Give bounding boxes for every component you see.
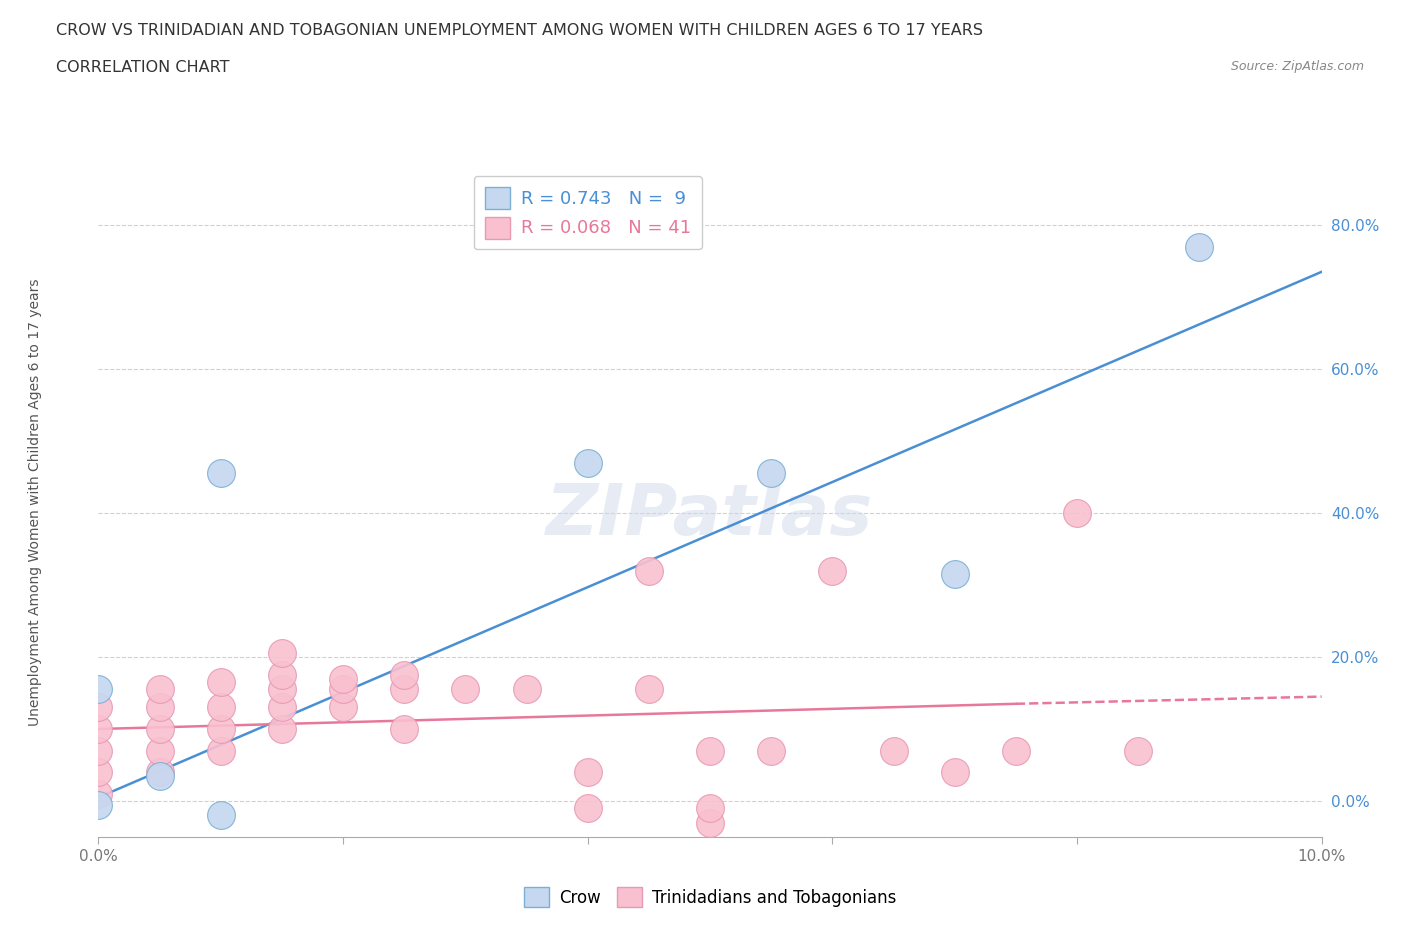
Point <box>392 682 416 697</box>
Point <box>1128 743 1150 758</box>
Point <box>270 722 292 737</box>
Point <box>637 682 661 697</box>
Text: CROW VS TRINIDADIAN AND TOBAGONIAN UNEMPLOYMENT AMONG WOMEN WITH CHILDREN AGES 6: CROW VS TRINIDADIAN AND TOBAGONIAN UNEMP… <box>56 23 983 38</box>
Point <box>759 743 782 758</box>
Point <box>576 764 599 779</box>
Point <box>637 564 661 578</box>
Point <box>87 764 110 779</box>
Point <box>943 566 966 581</box>
Point <box>699 743 721 758</box>
Point <box>821 564 844 578</box>
Point <box>576 455 599 470</box>
Point <box>87 797 110 812</box>
Text: ZIPatlas: ZIPatlas <box>547 481 873 550</box>
Point <box>149 764 172 779</box>
Point <box>576 801 599 816</box>
Point <box>87 743 110 758</box>
Text: Unemployment Among Women with Children Ages 6 to 17 years: Unemployment Among Women with Children A… <box>28 278 42 726</box>
Text: CORRELATION CHART: CORRELATION CHART <box>56 60 229 75</box>
Point <box>1188 239 1211 254</box>
Point <box>392 722 416 737</box>
Text: Source: ZipAtlas.com: Source: ZipAtlas.com <box>1230 60 1364 73</box>
Point <box>87 722 110 737</box>
Point <box>149 768 172 783</box>
Point <box>149 722 172 737</box>
Point <box>270 668 292 683</box>
Point <box>883 743 905 758</box>
Point <box>454 682 477 697</box>
Point <box>270 700 292 715</box>
Point <box>332 682 354 697</box>
Point <box>1004 743 1026 758</box>
Point <box>332 700 354 715</box>
Point <box>759 466 782 481</box>
Point <box>270 682 292 697</box>
Point <box>149 700 172 715</box>
Point <box>516 682 538 697</box>
Point <box>87 682 110 697</box>
Point <box>1066 506 1088 521</box>
Point <box>392 668 416 683</box>
Point <box>209 466 232 481</box>
Point <box>209 722 232 737</box>
Point <box>209 808 232 823</box>
Point <box>149 743 172 758</box>
Legend: Crow, Trinidadians and Tobagonians: Crow, Trinidadians and Tobagonians <box>516 879 904 916</box>
Point <box>332 671 354 686</box>
Point <box>943 764 966 779</box>
Point <box>209 675 232 690</box>
Point <box>87 700 110 715</box>
Point <box>699 816 721 830</box>
Point <box>149 682 172 697</box>
Point <box>270 646 292 661</box>
Point <box>209 743 232 758</box>
Point <box>87 787 110 802</box>
Point <box>209 700 232 715</box>
Point <box>699 801 721 816</box>
